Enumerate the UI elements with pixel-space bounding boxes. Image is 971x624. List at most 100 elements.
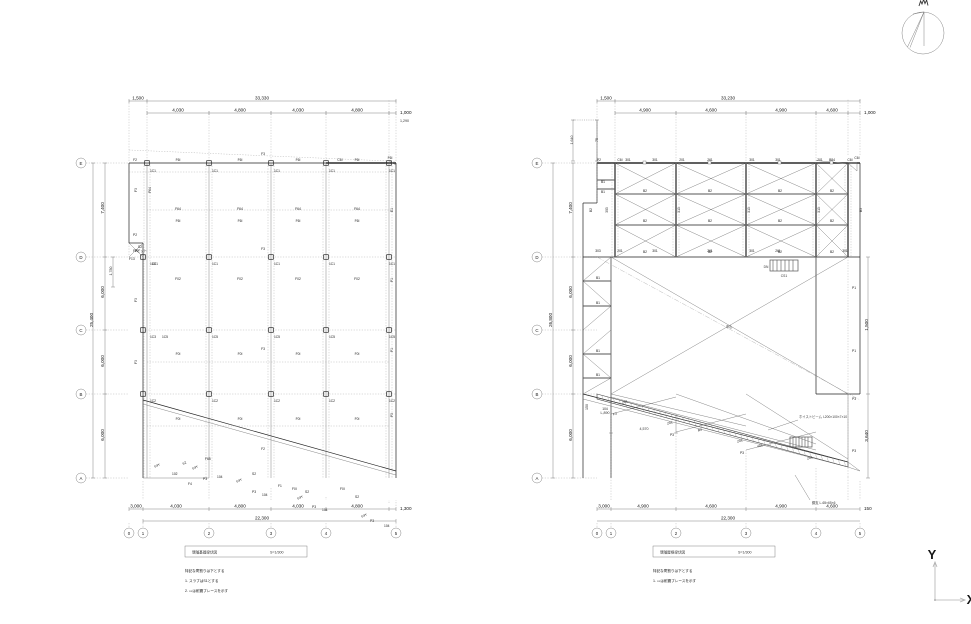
svg-text:6,000: 6,000 [568, 429, 573, 441]
svg-text:F0I: F0I [176, 352, 181, 356]
svg-text:1C5: 1C5 [274, 335, 280, 339]
svg-text:33,230: 33,230 [721, 96, 735, 101]
svg-text:301: 301 [842, 249, 848, 253]
svg-text:F0I: F0I [340, 487, 345, 491]
svg-text:1,300: 1,300 [400, 506, 412, 511]
svg-text:25,400: 25,400 [89, 313, 94, 327]
svg-text:1C2: 1C2 [329, 399, 335, 403]
svg-text:P3: P3 [852, 449, 856, 453]
svg-text:1,500: 1,500 [864, 319, 869, 331]
svg-text:B2: B2 [708, 219, 712, 223]
svg-text:C: C [535, 328, 538, 333]
svg-text:B2: B2 [643, 250, 647, 254]
svg-text:6,000: 6,000 [568, 286, 573, 298]
svg-text:F6I: F6I [355, 158, 360, 162]
svg-text:B1: B1 [596, 373, 600, 377]
svg-text:3,000: 3,000 [130, 504, 142, 509]
svg-text:102: 102 [172, 472, 178, 476]
svg-text:P1: P1 [852, 286, 856, 290]
svg-text:S=1/300: S=1/300 [738, 551, 752, 555]
svg-text:104: 104 [384, 524, 390, 528]
svg-text:1,640: 1,640 [570, 136, 574, 145]
svg-text:B2: B2 [778, 189, 782, 193]
svg-text:1C2: 1C2 [212, 399, 218, 403]
svg-text:B1: B1 [601, 180, 605, 184]
svg-text:F3: F3 [134, 360, 138, 364]
svg-text:261: 261 [707, 249, 713, 253]
svg-text:D: D [79, 255, 82, 260]
svg-text:1C1: 1C1 [152, 262, 158, 266]
svg-text:201: 201 [817, 158, 823, 162]
svg-text:1C1: 1C1 [150, 169, 156, 173]
svg-text:C: C [79, 328, 82, 333]
svg-text:4,030: 4,030 [170, 504, 182, 509]
svg-text:104: 104 [217, 475, 223, 479]
svg-text:3,640: 3,640 [864, 430, 869, 442]
svg-text:F0I: F0I [355, 352, 360, 356]
svg-text:F64: F64 [354, 207, 360, 211]
svg-text:1,000: 1,000 [400, 110, 412, 115]
svg-text:B2: B2 [830, 219, 834, 223]
svg-text:CS1: CS1 [781, 274, 788, 278]
svg-text:22,300: 22,300 [721, 516, 735, 521]
svg-text:3,000: 3,000 [598, 504, 610, 509]
svg-text:F3: F3 [261, 152, 265, 156]
svg-text:E1: E1 [390, 208, 394, 212]
svg-text:150: 150 [585, 404, 589, 410]
svg-text:S=1/300: S=1/300 [270, 551, 284, 555]
svg-text:E: E [80, 161, 83, 166]
svg-text:A: A [536, 476, 539, 481]
svg-text:4,800: 4,800 [234, 504, 246, 509]
svg-text:P2: P2 [133, 233, 137, 237]
svg-text:1,500: 1,500 [132, 96, 144, 101]
svg-text:B2: B2 [830, 189, 834, 193]
svg-text:B2: B2 [643, 189, 647, 193]
svg-text:F64: F64 [148, 187, 152, 193]
svg-text:4,030: 4,030 [172, 108, 184, 113]
svg-text:22,300: 22,300 [255, 516, 269, 521]
svg-text:F02: F02 [295, 277, 301, 281]
svg-text:303: 303 [605, 207, 609, 213]
svg-text:1C5: 1C5 [212, 335, 218, 339]
svg-text:1C3: 1C3 [150, 335, 156, 339]
svg-text:環階基礎梁伏図: 環階基礎梁伏図 [192, 550, 218, 555]
svg-text:F2: F2 [261, 447, 265, 451]
svg-text:4,600: 4,600 [826, 504, 838, 509]
svg-text:B: B [80, 392, 83, 397]
svg-text:環階屋根梁伏図: 環階屋根梁伏図 [660, 550, 686, 555]
svg-text:F0I: F0I [176, 417, 181, 421]
svg-text:F0I: F0I [296, 417, 301, 421]
svg-text:1C2: 1C2 [389, 399, 395, 403]
svg-text:201: 201 [679, 158, 685, 162]
svg-text:201: 201 [617, 249, 623, 253]
svg-text:F6I: F6I [296, 219, 301, 223]
svg-text:C6I: C6I [337, 158, 342, 162]
svg-text:313: 313 [747, 207, 751, 213]
svg-text:B1: B1 [596, 301, 600, 305]
svg-text:L,890: L,890 [601, 411, 610, 415]
svg-text:1C1: 1C1 [212, 262, 218, 266]
svg-text:S2: S2 [252, 472, 256, 476]
svg-text:F3: F3 [134, 188, 138, 192]
svg-text:F02: F02 [175, 277, 181, 281]
svg-text:特記な寄割りは下とする: 特記な寄割りは下とする [185, 568, 225, 573]
svg-text:P3: P3 [252, 490, 256, 494]
svg-text:F4: F4 [188, 482, 192, 486]
svg-text:7,400: 7,400 [568, 202, 573, 214]
svg-text:F6I: F6I [176, 158, 181, 162]
svg-text:4,030: 4,030 [292, 504, 304, 509]
svg-text:303: 303 [595, 249, 601, 253]
svg-text:1,780: 1,780 [109, 267, 113, 276]
svg-text:F6I: F6I [238, 219, 243, 223]
svg-text:P2: P2 [597, 158, 601, 162]
svg-text:C6I: C6I [854, 156, 859, 160]
svg-text:1C2: 1C2 [150, 399, 156, 403]
svg-text:F6I: F6I [388, 156, 393, 160]
svg-text:301: 301 [652, 158, 658, 162]
svg-text:P1: P1 [852, 349, 856, 353]
svg-text:33,330: 33,330 [255, 96, 269, 101]
svg-text:B2: B2 [778, 219, 782, 223]
svg-text:6,000: 6,000 [100, 355, 105, 367]
svg-text:4,900: 4,900 [775, 108, 787, 113]
svg-text:6,000: 6,000 [100, 429, 105, 441]
